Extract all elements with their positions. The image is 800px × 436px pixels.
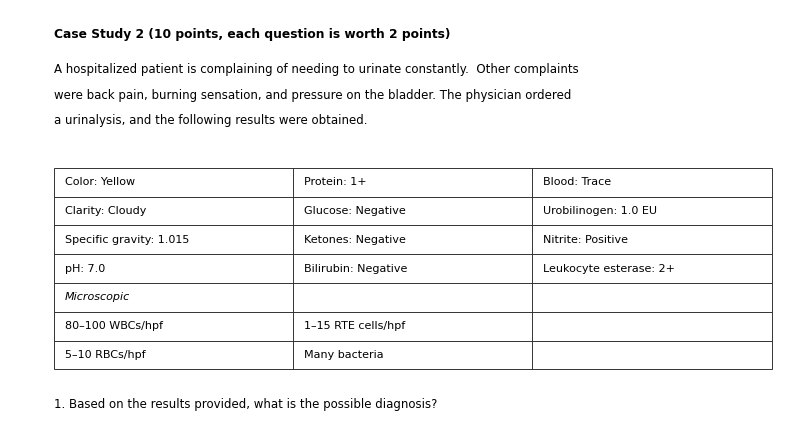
Text: Urobilinogen: 1.0 EU: Urobilinogen: 1.0 EU xyxy=(542,206,657,216)
Text: Microscopic: Microscopic xyxy=(65,293,130,302)
Text: 80–100 WBCs/hpf: 80–100 WBCs/hpf xyxy=(65,321,163,331)
Text: Blood: Trace: Blood: Trace xyxy=(542,177,611,187)
Text: Leukocyte esterase: 2+: Leukocyte esterase: 2+ xyxy=(542,264,674,273)
Text: were back pain, burning sensation, and pressure on the bladder. The physician or: were back pain, burning sensation, and p… xyxy=(54,89,572,102)
Text: 1–15 RTE cells/hpf: 1–15 RTE cells/hpf xyxy=(304,321,405,331)
Text: Protein: 1+: Protein: 1+ xyxy=(304,177,366,187)
Text: Glucose: Negative: Glucose: Negative xyxy=(304,206,406,216)
Text: Clarity: Cloudy: Clarity: Cloudy xyxy=(65,206,146,216)
Text: Bilirubin: Negative: Bilirubin: Negative xyxy=(304,264,407,273)
Text: Case Study 2 (10 points, each question is worth 2 points): Case Study 2 (10 points, each question i… xyxy=(54,28,450,41)
Text: pH: 7.0: pH: 7.0 xyxy=(65,264,105,273)
Text: Ketones: Negative: Ketones: Negative xyxy=(304,235,406,245)
Text: Color: Yellow: Color: Yellow xyxy=(65,177,135,187)
Text: A hospitalized patient is complaining of needing to urinate constantly.  Other c: A hospitalized patient is complaining of… xyxy=(54,63,579,76)
Text: Many bacteria: Many bacteria xyxy=(304,350,383,360)
Text: 5–10 RBCs/hpf: 5–10 RBCs/hpf xyxy=(65,350,146,360)
Text: Nitrite: Positive: Nitrite: Positive xyxy=(542,235,628,245)
Text: Specific gravity: 1.015: Specific gravity: 1.015 xyxy=(65,235,189,245)
Text: 1. Based on the results provided, what is the possible diagnosis?: 1. Based on the results provided, what i… xyxy=(54,398,438,411)
Text: a urinalysis, and the following results were obtained.: a urinalysis, and the following results … xyxy=(54,114,368,127)
